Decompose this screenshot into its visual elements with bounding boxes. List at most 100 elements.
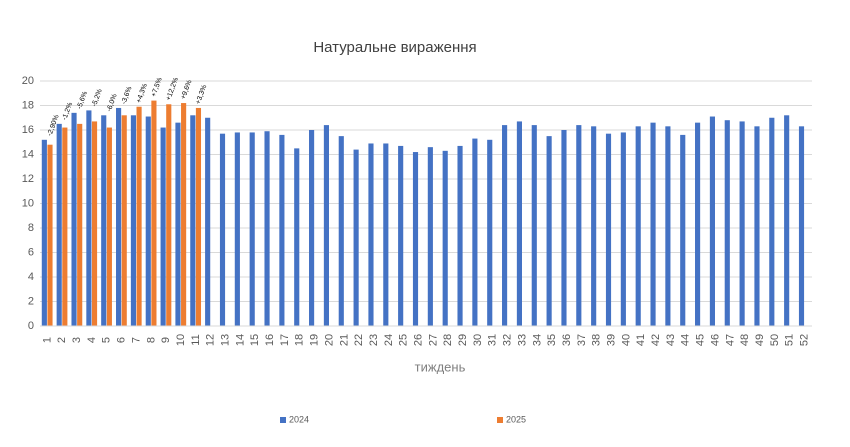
x-tick-label: 30 <box>472 334 484 346</box>
x-tick-label: 18 <box>294 334 306 346</box>
x-tick-label: 1 <box>41 337 53 343</box>
x-tick-label: 51 <box>784 334 796 346</box>
x-tick-label: 39 <box>605 334 617 346</box>
bar <box>472 138 478 326</box>
x-tick-label: 6 <box>116 337 128 343</box>
bar <box>739 121 745 326</box>
bar <box>77 123 83 326</box>
x-tick-label: 14 <box>234 334 246 346</box>
bar <box>101 115 107 326</box>
bar <box>71 112 77 326</box>
bar <box>249 132 255 326</box>
bar <box>86 110 92 327</box>
x-tick-label: 44 <box>680 334 692 346</box>
bar <box>151 100 157 326</box>
x-tick-label: 13 <box>219 334 231 346</box>
bar <box>62 127 68 326</box>
bar <box>680 134 686 326</box>
bar <box>145 116 151 327</box>
bar <box>427 147 433 326</box>
data-annotation: -3,6% <box>121 86 134 106</box>
x-tick-label: 36 <box>561 334 573 346</box>
bar <box>195 107 202 326</box>
bar <box>709 116 715 327</box>
bar <box>47 144 53 326</box>
bar <box>41 139 47 326</box>
x-tick-label: 43 <box>665 334 677 346</box>
y-tick-label: 0 <box>28 320 34 332</box>
x-tick-label: 49 <box>754 334 766 346</box>
bar <box>106 127 112 326</box>
x-tick-label: 38 <box>591 334 603 346</box>
x-tick-label: 27 <box>427 334 439 346</box>
data-annotation: -5,6% <box>76 91 89 111</box>
bar <box>323 125 329 326</box>
x-tick-label: 28 <box>442 334 454 346</box>
y-tick-label: 8 <box>28 222 34 234</box>
bar <box>620 132 626 326</box>
y-tick-label: 4 <box>28 271 34 283</box>
y-tick-label: 10 <box>22 197 34 209</box>
x-axis-label: тиждень <box>415 359 466 374</box>
bar <box>205 117 211 326</box>
bar <box>724 120 730 326</box>
x-tick-label: 12 <box>205 334 217 346</box>
bar <box>383 143 389 326</box>
x-tick-label: 4 <box>86 337 98 343</box>
bar <box>279 134 285 326</box>
bar <box>56 123 62 326</box>
bar <box>121 115 127 326</box>
bar <box>116 107 122 326</box>
bar <box>591 126 597 326</box>
bar <box>234 132 240 326</box>
x-tick-label: 40 <box>620 334 632 346</box>
y-tick-label: 2 <box>28 295 34 307</box>
x-tick-label: 25 <box>398 334 410 346</box>
x-tick-label: 46 <box>709 334 721 346</box>
bar <box>784 115 790 326</box>
bar <box>136 106 142 326</box>
x-tick-label: 17 <box>279 334 291 346</box>
bar <box>91 121 98 326</box>
y-tick-label: 18 <box>22 99 34 111</box>
bar <box>353 149 359 326</box>
bar <box>457 145 463 326</box>
x-tick-label: 15 <box>249 334 261 346</box>
bar <box>398 145 404 326</box>
x-tick-label: 41 <box>635 334 647 346</box>
y-tick-label: 20 <box>22 75 34 87</box>
bar <box>294 148 300 326</box>
bar <box>561 130 567 326</box>
x-tick-label: 19 <box>309 334 321 346</box>
x-tick-label: 21 <box>338 334 350 346</box>
y-tick-label: 6 <box>28 246 34 258</box>
x-tick-label: 47 <box>724 334 736 346</box>
chart-title: Натуральне вираження <box>313 39 476 56</box>
legend-label: 2024 <box>289 414 309 424</box>
bar <box>695 122 701 327</box>
y-tick-label: 16 <box>22 124 34 136</box>
x-tick-label: 29 <box>457 334 469 346</box>
data-annotation: +7,5% <box>150 77 163 98</box>
x-tick-label: 37 <box>576 334 588 346</box>
bar <box>502 125 508 326</box>
bar <box>309 130 315 326</box>
x-tick-label: 22 <box>353 334 365 346</box>
y-tick-label: 12 <box>22 173 34 185</box>
x-tick-label: 34 <box>531 334 543 346</box>
x-tick-label: 32 <box>502 334 514 346</box>
x-tick-label: 35 <box>546 334 558 346</box>
bar <box>338 136 344 326</box>
x-tick-label: 52 <box>798 334 810 346</box>
bar <box>635 126 641 326</box>
bar <box>531 125 537 326</box>
bar <box>769 117 775 326</box>
bar <box>665 126 671 326</box>
bar <box>160 127 166 326</box>
bar <box>754 126 760 326</box>
x-tick-label: 11 <box>190 334 202 345</box>
x-tick-label: 8 <box>145 337 157 343</box>
legend-swatch <box>280 417 286 423</box>
bar <box>650 122 656 327</box>
x-tick-label: 5 <box>101 337 113 343</box>
